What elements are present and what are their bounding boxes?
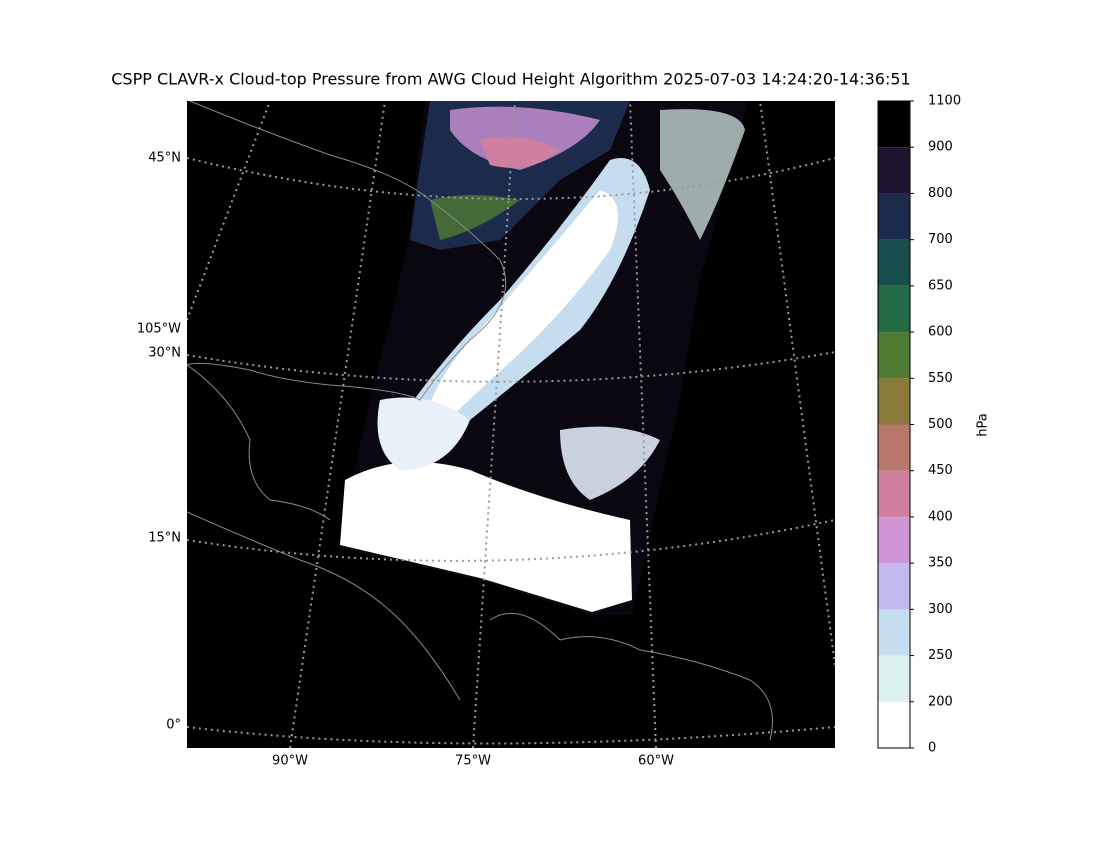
graticule — [289, 101, 386, 748]
cloud-region — [480, 136, 560, 168]
colorbar-tick-label: 350 — [928, 556, 953, 571]
lat-label: 0° — [166, 718, 181, 733]
lon-label: 105°W — [137, 322, 181, 337]
colorbar-tick-label: 400 — [928, 509, 953, 524]
colorbar-band — [878, 609, 910, 656]
colorbar-band — [878, 655, 910, 702]
lat-label: 15°N — [148, 531, 181, 546]
colorbar-band — [878, 101, 910, 148]
lon-label: 90°W — [272, 754, 308, 769]
colorbar-tick-label: 900 — [928, 140, 953, 155]
colorbar-tick-label: 550 — [928, 371, 953, 386]
cloud-region — [560, 426, 660, 500]
graticule — [187, 157, 835, 200]
lon-label: 60°W — [638, 754, 674, 769]
colorbar-tick-label: 700 — [928, 232, 953, 247]
lon-label: 75°W — [455, 754, 491, 769]
colorbar-tick-label: 1100 — [928, 94, 961, 109]
graticule — [472, 101, 516, 748]
lat-label: 45°N — [148, 151, 181, 166]
colorbar-band — [878, 378, 910, 425]
colorbar-band — [878, 516, 910, 564]
graticule — [187, 351, 835, 383]
colorbar-tick-label: 200 — [928, 694, 953, 709]
colorbar-band — [878, 470, 910, 517]
colorbar-band — [878, 239, 910, 286]
cloud-region — [660, 109, 745, 241]
colorbar-band — [878, 193, 910, 240]
colorbar-tick-label: 500 — [928, 417, 953, 432]
graticule — [759, 101, 835, 666]
colorbar-tick-label: 650 — [928, 278, 953, 293]
colorbar-band — [878, 285, 910, 333]
colorbar-tick-label: 450 — [928, 463, 953, 478]
colorbar-band — [878, 147, 910, 194]
cloud-region — [377, 397, 470, 470]
colorbar-band — [878, 563, 910, 610]
graticule — [187, 726, 835, 745]
colorbar-label: hPa — [976, 413, 991, 436]
coastline — [187, 101, 773, 741]
graticule — [187, 519, 835, 562]
colorbar-tick-label: 800 — [928, 186, 953, 201]
title: CSPP CLAVR-x Cloud-top Pressure from AWG… — [111, 70, 910, 89]
cloud-region — [420, 190, 618, 440]
lat-label: 30°N — [148, 346, 181, 361]
map: 45°N 30°N 15°N 0° 105°W 90°W 75°W 60°W — [137, 101, 835, 769]
colorbar-band — [878, 424, 910, 471]
cloud-region — [430, 195, 520, 240]
colorbar-tick-label: 0 — [928, 741, 936, 756]
colorbar-tick-label: 600 — [928, 325, 953, 340]
colorbar: 0 200 250 300 350 400 450 500 550 600 650 700 800 900… — [877, 94, 961, 756]
colorbar-tick-label: 300 — [928, 602, 953, 617]
colorbar-band — [878, 332, 910, 379]
colorbar-band — [878, 701, 910, 748]
colorbar-tick-label: 250 — [928, 648, 953, 663]
